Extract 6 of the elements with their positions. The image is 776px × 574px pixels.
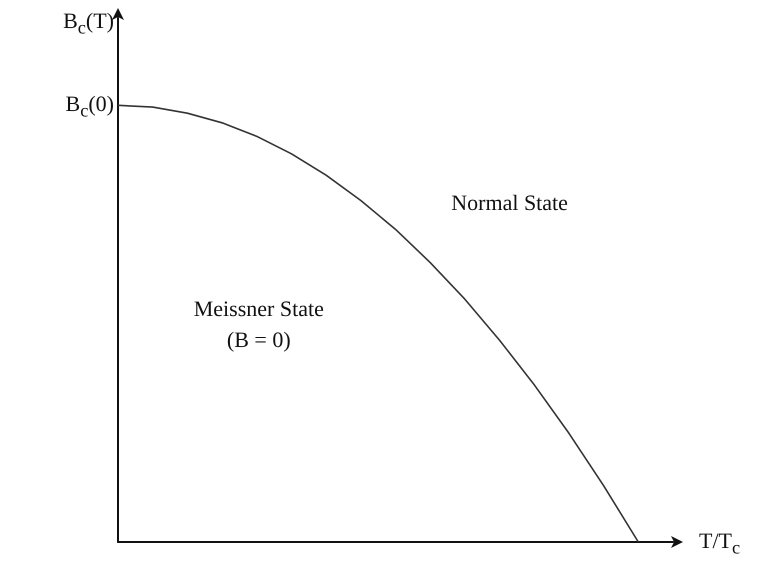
annotation: Normal State (451, 190, 568, 216)
annotation: Meissner State (194, 296, 324, 322)
y-axis-title: B$_{c}$(T) (63, 8, 114, 38)
x-axis-title: T/T$_{c}$ (699, 528, 740, 558)
text: B$_{c}$(0) (66, 91, 114, 121)
annotation: (B = 0) (226, 326, 291, 352)
